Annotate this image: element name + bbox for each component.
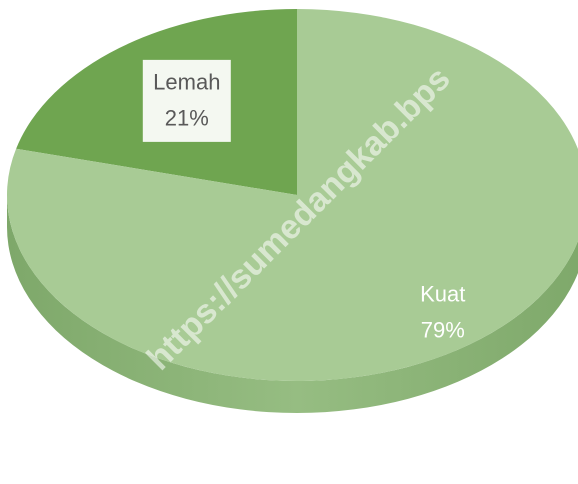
label-box: [142, 59, 231, 142]
pie-side: [7, 195, 578, 413]
value-label: 21%: [165, 106, 209, 131]
pie-slice: [7, 9, 578, 381]
category-label: Kuat: [420, 281, 465, 306]
value-label: 79%: [421, 317, 465, 342]
data-label: Lemah 21%: [142, 59, 231, 142]
category-label: Lemah: [153, 70, 220, 95]
data-label: Kuat 79%: [420, 281, 465, 342]
pie: Lemah 21% Kuat 79%: [7, 9, 578, 413]
